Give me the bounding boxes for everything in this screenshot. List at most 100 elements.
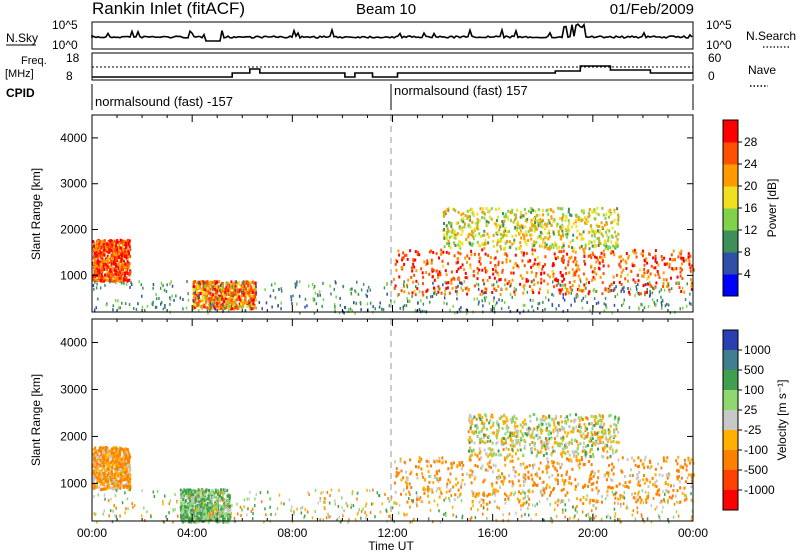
power-echo-cell	[467, 224, 470, 228]
velocity-echo-cell	[182, 498, 185, 502]
velocity-echo-cell	[113, 479, 115, 482]
power-echo-cell	[595, 256, 598, 260]
velocity-echo-cell	[597, 430, 600, 434]
power-echo-cell	[454, 289, 457, 293]
power-echo-cell	[559, 271, 562, 274]
power-echo-cell	[627, 256, 630, 260]
velocity-echo-cell	[92, 471, 95, 475]
power-echo-cell	[560, 237, 563, 241]
velocity-echo-cell	[183, 494, 186, 498]
power-echo-cell	[616, 241, 619, 245]
velocity-echo-cell	[647, 495, 650, 498]
power-echo-cell	[618, 255, 621, 259]
power-echo-cell	[306, 304, 308, 308]
velocity-echo-cell	[519, 423, 522, 427]
velocity-echo-cell	[497, 469, 500, 472]
velocity-echo-cell	[206, 501, 209, 505]
power-echo-cell	[654, 266, 657, 270]
velocity-echo-cell	[556, 482, 559, 486]
power-echo-cell	[565, 290, 568, 293]
power-echo-cell	[598, 267, 601, 271]
power-echo-cell	[582, 289, 585, 292]
power-echo-cell	[393, 277, 395, 281]
velocity-echo-cell	[558, 444, 561, 448]
power-echo-cell	[487, 241, 490, 245]
velocity-echo-cell	[129, 481, 132, 485]
power-echo-cell	[533, 243, 536, 247]
power-echo-cell	[620, 259, 622, 263]
power-echo-cell	[243, 285, 246, 289]
power-echo-cell	[584, 221, 586, 225]
velocity-echo-cell	[99, 463, 102, 467]
power-echo-cell	[211, 294, 214, 298]
power-echo-cell	[430, 295, 432, 299]
velocity-echo-cell	[445, 490, 448, 494]
power-echo-cell	[171, 294, 173, 298]
velocity-echo-cell	[226, 508, 229, 512]
velocity-echo-cell	[104, 464, 107, 468]
power-echo-cell	[481, 234, 484, 238]
velocity-echo-cell	[679, 465, 682, 469]
velocity-echo-cell	[511, 459, 514, 463]
velocity-echo-cell	[128, 467, 131, 471]
velocity-echo-cell	[557, 427, 560, 431]
velocity-echo-cell	[208, 503, 211, 507]
power-echo-cell	[483, 282, 485, 286]
velocity-echo-cell	[552, 464, 555, 468]
power-echo-cell	[446, 302, 448, 306]
velocity-echo-cell	[187, 491, 190, 494]
power-echo-cell	[604, 287, 607, 291]
power-echo-cell	[98, 269, 101, 273]
power-echo-cell	[402, 251, 405, 255]
power-echo-cell	[129, 285, 131, 289]
velocity-echo-cell	[201, 490, 204, 494]
velocity-echo-cell	[400, 492, 402, 496]
velocity-echo-cell	[121, 483, 123, 487]
power-echo-cell	[504, 278, 507, 282]
power-echo-cell	[523, 283, 526, 287]
velocity-echo-cell	[486, 462, 489, 466]
velocity-echo-cell	[662, 456, 665, 460]
velocity-echo-cell	[422, 486, 425, 490]
velocity-echo-cell	[523, 438, 526, 442]
power-echo-cell	[333, 287, 335, 291]
power-echo-cell	[402, 256, 405, 260]
power-echo-cell	[613, 253, 616, 257]
power-colorbar-swatch	[723, 186, 738, 209]
power-echo-cell	[474, 234, 477, 237]
power-echo-cell	[550, 215, 553, 219]
velocity-echo-cell	[106, 459, 109, 463]
power-echo-cell	[514, 218, 516, 222]
power-echo-cell	[460, 213, 463, 217]
power-echo-cell	[523, 237, 526, 240]
velocity-echo-cell	[599, 425, 602, 429]
power-echo-cell	[602, 264, 605, 268]
velocity-echo-cell	[119, 456, 122, 460]
power-echo-cell	[135, 308, 138, 311]
power-echo-cell	[516, 309, 518, 313]
power-echo-cell	[222, 304, 225, 308]
power-echo-cell	[225, 306, 228, 309]
power-echo-cell	[594, 267, 596, 271]
velocity-echo-cell	[186, 497, 189, 501]
power-echo-cell	[421, 309, 424, 313]
power-echo-cell	[601, 292, 604, 296]
velocity-echo-cell	[550, 490, 552, 494]
power-echo-cell	[126, 251, 129, 255]
power-echo-cell	[654, 273, 657, 277]
power-echo-cell	[655, 281, 658, 285]
power-echo-cell	[212, 285, 215, 289]
power-echo-cell	[249, 306, 252, 310]
velocity-echo-cell	[124, 484, 127, 488]
power-echo-cell	[605, 244, 608, 248]
velocity-echo-cell	[209, 501, 212, 505]
velocity-echo-cell	[507, 495, 510, 499]
velocity-echo-cell	[536, 471, 539, 475]
velocity-echo-cell	[530, 473, 533, 477]
power-echo-cell	[574, 250, 577, 254]
power-echo-cell	[473, 284, 476, 288]
power-echo-cell	[195, 289, 198, 293]
power-echo-cell	[618, 262, 621, 266]
power-echo-cell	[587, 242, 590, 246]
power-echo-cell	[663, 256, 666, 260]
